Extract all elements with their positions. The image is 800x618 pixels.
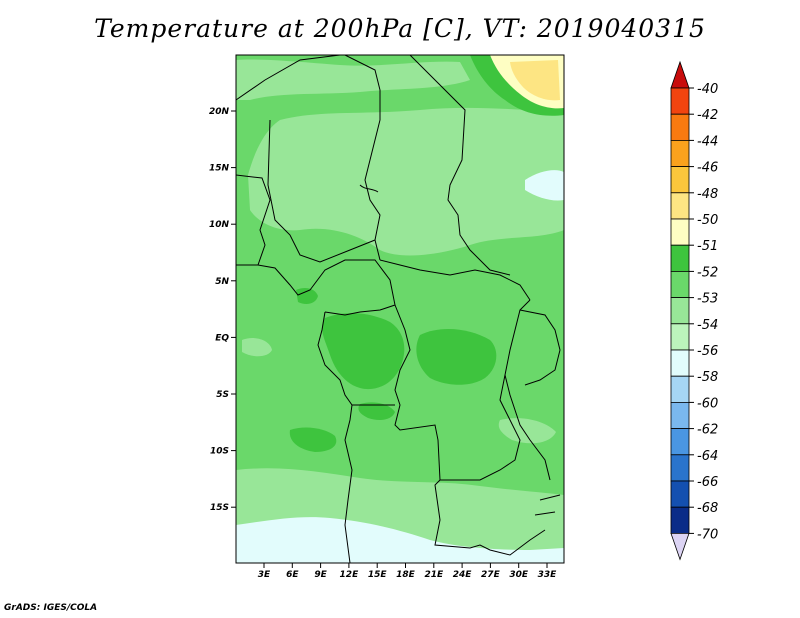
lon-tick-label: 12E — [340, 570, 360, 580]
country-borders — [236, 55, 561, 563]
colorbar-segment — [670, 270, 690, 298]
colorbar-segment — [670, 113, 690, 141]
colorbar-label: -40 — [697, 82, 718, 97]
colorbar-label: -46 — [697, 161, 718, 176]
colorbar-label: -48 — [697, 187, 718, 202]
colorbar-bottom-tip — [670, 533, 690, 561]
lon-tick-label: 3E — [258, 570, 271, 580]
lat-tick-label: 5S — [216, 390, 229, 400]
colorbar-segment — [670, 323, 690, 351]
colorbar-segment — [670, 480, 690, 508]
colorbar-segment — [670, 401, 690, 429]
lon-tick-label: 24E — [453, 570, 473, 580]
map-frame — [235, 54, 565, 564]
map-title: Temperature at 200hPa [C], VT: 201904031… — [94, 14, 706, 43]
lon-tick-label: 6E — [286, 570, 299, 580]
grads-credit: GrADS: IGES/COLA — [4, 603, 98, 613]
colorbar-top-tip — [670, 60, 690, 89]
colorbar-segment — [670, 428, 690, 456]
colorbar-label: -62 — [697, 423, 718, 438]
colorbar-label: -56 — [697, 344, 718, 359]
colorbar-label: -53 — [697, 292, 718, 307]
lon-tick-label: 18E — [396, 570, 416, 580]
latitude-axis: 20N 15N 10N 5N EQ 5S 10S 15S — [209, 107, 236, 513]
colorbar-label: -64 — [697, 449, 718, 464]
lon-tick-label: 33E — [538, 570, 558, 580]
lat-tick-label: 15N — [209, 164, 230, 174]
lon-tick-label: 9E — [314, 570, 327, 580]
colorbar-label: -58 — [697, 370, 718, 385]
longitude-axis: 3E 6E 9E 12E 15E 18E 21E 24E 27E 30E 33E — [258, 563, 557, 580]
lat-tick-label: 20N — [209, 107, 230, 117]
colorbar-label: -44 — [697, 134, 718, 149]
colorbar-segment — [670, 454, 690, 482]
lon-tick-label: 30E — [509, 570, 529, 580]
colorbar-label: -66 — [697, 475, 718, 490]
lat-tick-label: EQ — [215, 333, 229, 343]
lat-tick-label: 5N — [215, 277, 229, 287]
colorbar-label: -60 — [697, 396, 718, 411]
temperature-field — [236, 55, 564, 563]
lon-tick-label: 15E — [368, 570, 388, 580]
colorbar-segment — [670, 375, 690, 403]
colorbar-segment — [670, 218, 690, 246]
lon-tick-label: 27E — [481, 570, 501, 580]
colorbar: -40 -42 -44 -46 -48 -50 -51 -52 -53 -54 -56 -58 -60 -… — [670, 60, 718, 561]
colorbar-segment — [670, 349, 690, 377]
colorbar-label: -52 — [697, 265, 718, 280]
colorbar-label: -42 — [697, 108, 718, 123]
colorbar-segment — [670, 192, 690, 220]
colorbar-segment — [670, 139, 690, 167]
colorbar-segment — [670, 87, 690, 115]
colorbar-label: -70 — [697, 527, 718, 542]
colorbar-segment — [670, 297, 690, 325]
lat-tick-label: 10S — [210, 447, 229, 457]
colorbar-segment — [670, 166, 690, 194]
colorbar-label: -54 — [697, 318, 718, 333]
colorbar-label: -68 — [697, 501, 718, 516]
colorbar-label: -50 — [697, 213, 718, 228]
colorbar-label: -51 — [697, 239, 718, 254]
lon-tick-label: 21E — [424, 570, 444, 580]
colorbar-segment — [670, 244, 690, 272]
colorbar-segment — [670, 506, 690, 534]
lat-tick-label: 10N — [209, 220, 230, 230]
lat-tick-label: 15S — [210, 503, 229, 513]
